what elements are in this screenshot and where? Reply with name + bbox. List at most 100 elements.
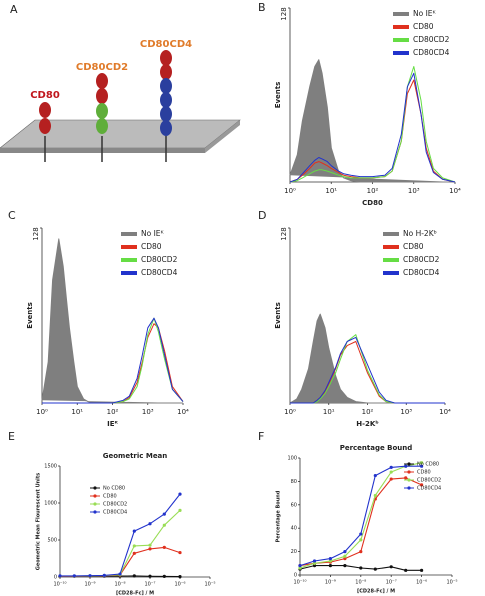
- marker: [328, 557, 332, 561]
- marker: [58, 574, 62, 578]
- histogram-area: [289, 313, 445, 404]
- domain: [160, 64, 172, 80]
- y-tick-label: 0: [54, 575, 57, 581]
- y-axis-label: Events: [274, 302, 282, 329]
- marker: [373, 473, 377, 478]
- marker: [420, 568, 424, 572]
- y-tick-label: 20: [291, 549, 297, 555]
- domain: [160, 50, 172, 66]
- marker: [312, 564, 317, 568]
- marker: [328, 559, 332, 563]
- domain: [160, 92, 172, 108]
- marker: [312, 561, 317, 565]
- marker: [389, 470, 393, 474]
- legend-swatch: [393, 51, 409, 55]
- legend-swatch: [393, 25, 409, 29]
- x-axis-label: [CD28-Fc] / M: [357, 589, 395, 595]
- x-tick-label: 10⁻⁷: [386, 580, 397, 586]
- y-tick-label: 128: [280, 7, 288, 20]
- marker: [178, 575, 182, 579]
- y-axis-label: Events: [274, 82, 282, 109]
- marker: [328, 564, 332, 568]
- domain: [96, 73, 108, 89]
- legend-label: CD80CD4: [141, 268, 178, 277]
- y-tick-label: 0: [294, 573, 297, 579]
- legend-swatch: [393, 12, 409, 16]
- series-line: [42, 317, 184, 404]
- molecule-label: CD80CD2: [76, 62, 128, 73]
- panel-label: F: [258, 430, 264, 443]
- membrane-edge: [205, 120, 240, 153]
- x-tick-label: 10²: [362, 408, 374, 416]
- marker: [132, 529, 136, 533]
- marker: [132, 544, 136, 548]
- x-tick-label: 10⁴: [449, 187, 461, 195]
- marker: [148, 547, 152, 551]
- x-tick-label: 10⁻⁶: [174, 582, 185, 588]
- marker: [102, 573, 106, 577]
- marker: [298, 564, 302, 568]
- panel-label: E: [8, 430, 15, 443]
- legend-label: No IEᴷ: [141, 229, 165, 238]
- x-tick-label: 10³: [142, 408, 154, 416]
- domain: [96, 118, 108, 134]
- series-line: [290, 336, 445, 404]
- marker: [298, 566, 302, 570]
- marker: [389, 477, 393, 481]
- marker: [343, 554, 347, 558]
- series-line: [60, 509, 181, 577]
- legend-label: CD80: [141, 242, 162, 251]
- legend-label: CD80: [417, 470, 431, 476]
- legend-marker: [407, 478, 411, 482]
- marker: [118, 572, 122, 576]
- marker: [162, 574, 166, 579]
- legend-swatch: [121, 232, 137, 236]
- marker: [343, 557, 347, 561]
- molecule-label: CD80CD4: [140, 39, 192, 50]
- x-tick-label: 10⁻⁵: [446, 580, 457, 586]
- domain: [39, 118, 51, 134]
- x-tick-label: 10⁴: [177, 408, 189, 416]
- legend-swatch: [383, 271, 399, 275]
- legend-label: CD80CD2: [413, 35, 450, 44]
- legend-label: CD80: [413, 22, 434, 31]
- legend-label: No H-2Kᵇ: [403, 229, 437, 238]
- x-axis-label: IEᴷ: [107, 420, 118, 428]
- x-tick-label: 10¹: [323, 408, 335, 416]
- marker: [148, 574, 152, 578]
- legend-label: CD80CD2: [141, 255, 178, 264]
- series-line: [289, 72, 456, 183]
- x-tick-label: 10⁴: [439, 408, 451, 416]
- y-tick-label: 500: [47, 538, 57, 544]
- x-tick-label: 10⁻⁵: [204, 582, 215, 588]
- legend-swatch: [383, 258, 399, 262]
- x-tick-label: 10⁻¹⁰: [293, 580, 306, 586]
- chart-panel: E Geometric Mean 10⁻¹⁰ 10⁻⁹ 10⁻⁸ 10⁻⁷ 10⁻⁶ 10⁻⁵…: [8, 430, 216, 596]
- x-axis-label: CD80: [362, 199, 383, 207]
- legend-label: No CD80: [417, 462, 439, 468]
- histogram-area: [289, 59, 455, 183]
- domain: [160, 106, 172, 122]
- marker: [389, 465, 393, 469]
- legend-label: CD80CD2: [403, 255, 440, 264]
- marker: [132, 574, 136, 578]
- marker: [404, 464, 408, 468]
- y-tick-label: 1000: [44, 501, 57, 507]
- marker: [72, 574, 76, 578]
- x-tick-label: 10⁰: [284, 187, 296, 195]
- x-tick-label: 10³: [400, 408, 412, 416]
- legend-swatch: [121, 271, 137, 275]
- marker: [132, 551, 136, 555]
- domain: [39, 102, 51, 118]
- chart-title: Geometric Mean: [103, 452, 168, 460]
- y-axis-label: Geometric Mean Flourescent Units: [36, 473, 42, 571]
- stems: [44, 136, 167, 162]
- marker: [420, 464, 424, 468]
- marker: [178, 492, 182, 496]
- legend-swatch: [121, 258, 137, 262]
- legend-marker: [407, 470, 411, 474]
- legend-label: No IEᴷ: [413, 9, 437, 18]
- x-tick-label: 10⁰: [36, 408, 48, 416]
